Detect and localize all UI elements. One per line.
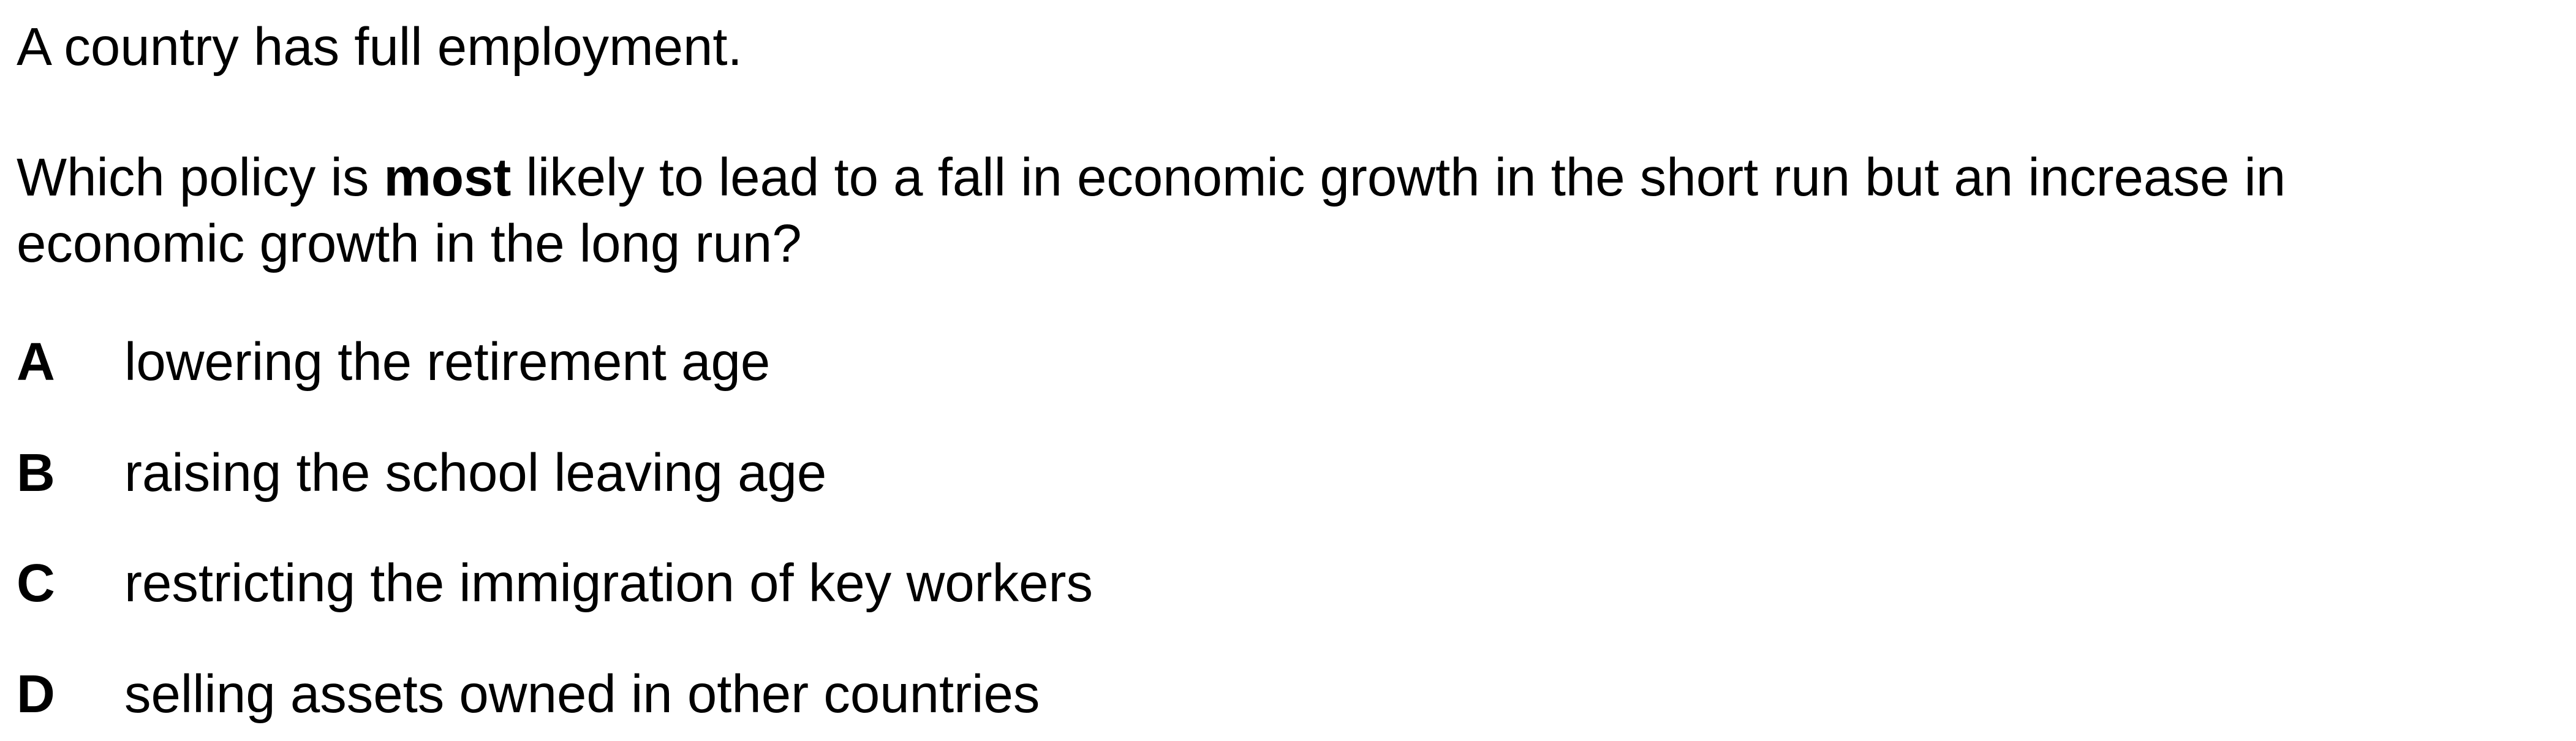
option-letter: C [17,553,55,613]
question-intro: A country has full employment. [17,17,742,77]
option-text: lowering the retirement age [124,332,771,392]
question-stem-suffix: likely to lead to a fall in economic gro… [511,148,2286,207]
option-letter: A [17,332,55,392]
question-stem-emphasis: most [383,148,512,207]
question-stem-line-1: Which policy is most likely to lead to a… [17,145,2286,210]
option-text: restricting the immigration of key worke… [124,553,1093,613]
option-text: raising the school leaving age [124,443,827,503]
option-letter: D [17,664,55,724]
question-stem-prefix: Which policy is [17,148,384,207]
option-text: selling assets owned in other countries [124,664,1040,724]
question-stem-line-2: economic growth in the long run? [17,214,802,273]
option-letter: B [17,443,55,503]
